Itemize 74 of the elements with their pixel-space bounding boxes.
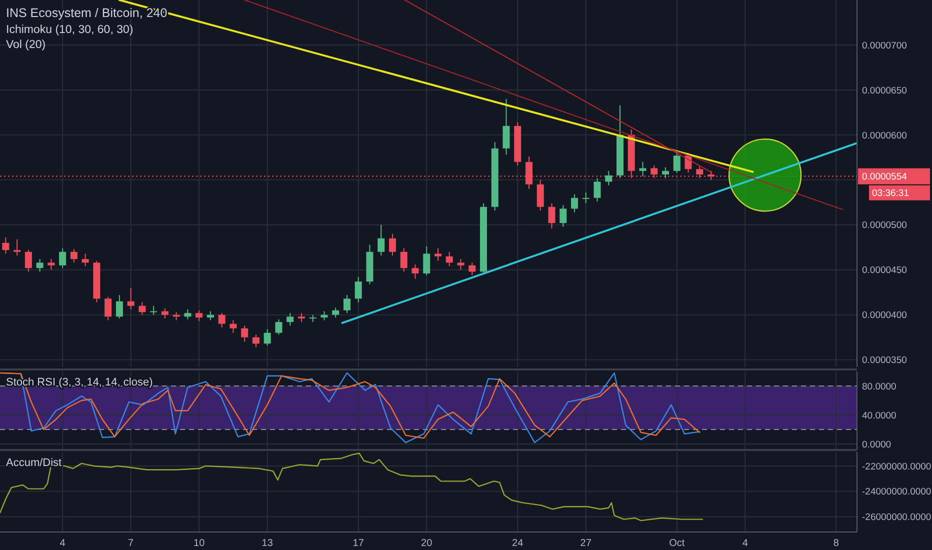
x-tick-label: 8: [833, 538, 840, 549]
y-tick-label: 0.0000600: [862, 130, 907, 142]
x-tick-label: Oct: [669, 538, 685, 549]
candlestick: [70, 248, 78, 264]
candlestick: [502, 98, 510, 156]
y-tick-label: -22000000.0000: [862, 461, 932, 472]
candlestick: [594, 178, 601, 202]
y-tick-label: 40.0000: [862, 410, 896, 422]
y-tick-label: -26000000.0000: [862, 512, 932, 524]
candlestick: [536, 179, 544, 211]
candlestick: [138, 302, 146, 316]
candlestick: [59, 248, 66, 269]
chart-title: Accum/Dist: [6, 457, 62, 469]
annotation: Vol (20): [6, 39, 46, 51]
candlestick: [48, 258, 55, 270]
candlestick: [264, 328, 271, 346]
candlestick: [605, 170, 612, 186]
y-tick-label: -24000000.0000: [862, 486, 932, 498]
candlestick: [82, 253, 89, 267]
candlestick: [230, 320, 237, 334]
y-tick-label: 0.0000700: [862, 40, 907, 52]
x-tick-label: 4: [60, 538, 66, 549]
x-tick-label: 20: [421, 538, 433, 549]
candlestick: [218, 312, 226, 328]
y-tick-label: 80.0000: [862, 381, 896, 392]
candlestick: [275, 318, 282, 336]
candlestick: [36, 258, 44, 272]
x-tick-label: 24: [512, 538, 524, 549]
candlestick: [196, 310, 203, 322]
candlestick: [354, 276, 362, 303]
x-tick-label: 4: [742, 538, 748, 549]
candlestick: [241, 325, 248, 342]
candlestick: [457, 258, 464, 270]
annotation: Ichimoku (10, 30, 60, 30): [6, 24, 134, 36]
candlestick: [2, 236, 10, 254]
candlestick: [343, 294, 350, 314]
x-tick-label: 27: [580, 538, 592, 549]
candlestick: [388, 233, 396, 256]
y-tick-label: 0.0000: [862, 439, 892, 450]
y-tick-label: 0.0000400: [862, 310, 907, 322]
candlestick: [434, 248, 442, 262]
x-tick-label: 17: [352, 538, 364, 549]
candlestick: [184, 308, 192, 320]
x-tick-label: 13: [262, 538, 274, 549]
candlestick: [24, 250, 32, 272]
candlestick: [332, 307, 340, 318]
candlestick: [570, 194, 578, 213]
candlestick: [548, 202, 556, 229]
candlestick: [104, 296, 112, 321]
y-tick-label: 0.0000500: [862, 220, 907, 232]
candlestick: [400, 248, 408, 272]
candlestick: [286, 312, 294, 326]
candlestick: [446, 251, 453, 267]
candlestick: [639, 161, 646, 177]
ref-line-label: 0.0000554: [862, 172, 907, 183]
x-tick-label: 10: [194, 538, 206, 549]
candlestick: [560, 204, 567, 228]
candlestick: [468, 262, 476, 276]
candlestick: [412, 264, 419, 280]
candlestick: [161, 308, 168, 319]
candlestick: [662, 166, 669, 179]
y-tick-label: 0.0000650: [862, 85, 907, 96]
text: 03:36:31: [872, 188, 909, 200]
candlestick: [252, 334, 260, 348]
candlestick: [673, 150, 680, 174]
candlestick: [582, 192, 590, 204]
y-tick-label: 0.0000350: [862, 355, 907, 366]
candlestick: [127, 287, 134, 310]
x-tick-label: 7: [128, 538, 134, 549]
y-tick-label: 0.0000450: [862, 265, 907, 276]
candlestick: [14, 238, 21, 256]
candlestick: [423, 246, 430, 276]
candlestick: [116, 294, 123, 319]
candlestick: [378, 224, 385, 256]
